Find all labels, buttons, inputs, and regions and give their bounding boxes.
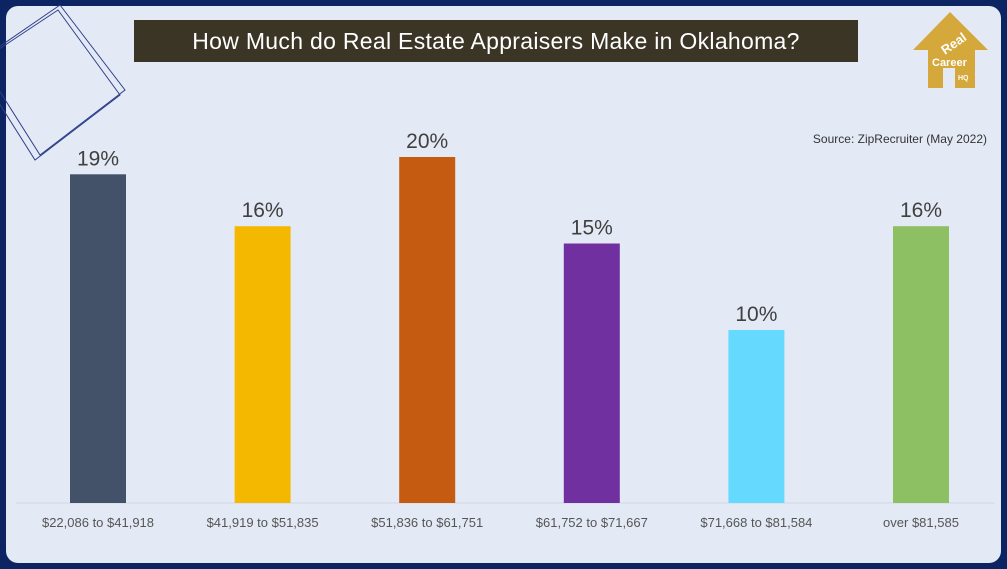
category-label: $61,752 to $71,667 bbox=[536, 515, 648, 530]
category-label: over $81,585 bbox=[883, 515, 959, 530]
bar bbox=[70, 174, 126, 504]
bar bbox=[234, 226, 291, 503]
bar bbox=[728, 330, 785, 503]
chart-frame: How Much do Real Estate Appraisers Make … bbox=[6, 6, 1001, 563]
category-label: $71,668 to $81,584 bbox=[700, 515, 812, 530]
bar bbox=[563, 243, 620, 503]
data-label: 16% bbox=[900, 199, 942, 222]
source-note: Source: ZipRecruiter (May 2022) bbox=[812, 132, 987, 146]
data-label: 20% bbox=[406, 130, 448, 153]
category-label: $41,919 to $51,835 bbox=[207, 515, 319, 530]
data-label: 19% bbox=[77, 147, 119, 170]
chart-title: How Much do Real Estate Appraisers Make … bbox=[134, 20, 858, 62]
category-label: $22,086 to $41,918 bbox=[42, 515, 154, 530]
data-label: 16% bbox=[242, 199, 284, 222]
svg-text:Career: Career bbox=[932, 57, 968, 69]
bar bbox=[399, 157, 456, 503]
data-label: 10% bbox=[735, 303, 777, 326]
data-label: 15% bbox=[571, 217, 613, 240]
category-label: $51,836 to $61,751 bbox=[371, 515, 483, 530]
bar bbox=[893, 226, 949, 503]
logo: Real Career HQ bbox=[913, 12, 988, 88]
svg-text:HQ: HQ bbox=[958, 75, 969, 82]
decorative-squares bbox=[0, 4, 126, 161]
